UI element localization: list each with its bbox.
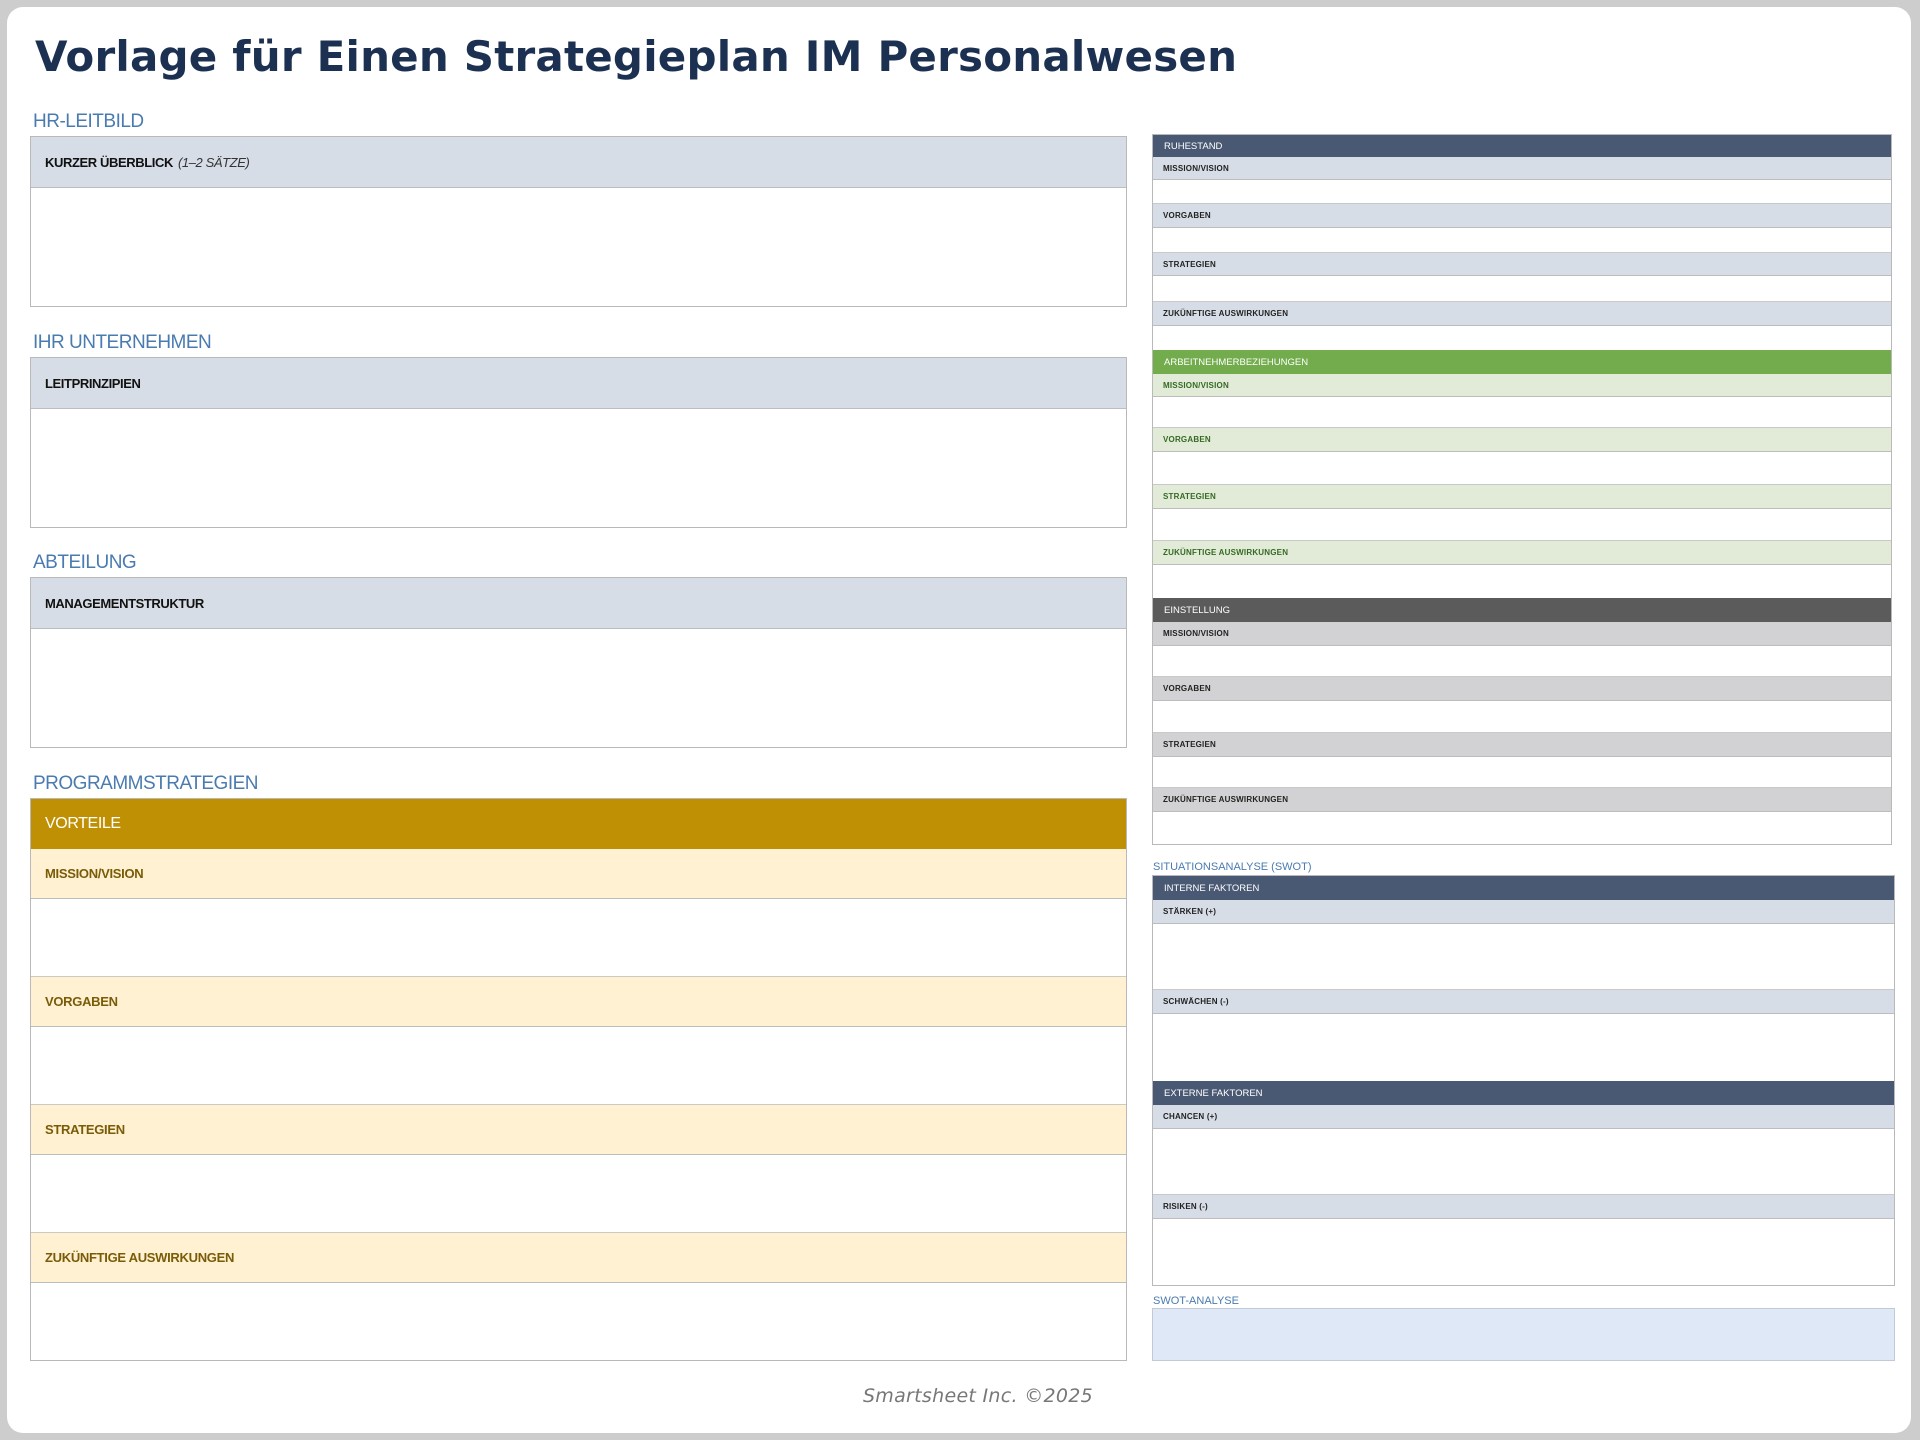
- prog-auswirkungen-label: ZUKÜNFTIGE AUSWIRKUNGEN: [31, 1233, 1126, 1283]
- arbeitnehmer-strategien-label: STRATEGIEN: [1153, 485, 1891, 509]
- einstellung-auswirkungen-label: ZUKÜNFTIGE AUSWIRKUNGEN: [1153, 788, 1891, 812]
- prog-strategien-input[interactable]: [31, 1155, 1126, 1233]
- section-label-hr-leitbild: HR-LEITBILD: [33, 111, 144, 132]
- ruhestand-vorgaben-label: VORGABEN: [1153, 204, 1891, 228]
- risiken-label: RISIKEN (-): [1153, 1195, 1894, 1219]
- section-label-ihr-unternehmen: IHR UNTERNEHMEN: [33, 332, 212, 353]
- programmstrategien-box: VORTEILE MISSION/VISION VORGABEN STRATEG…: [30, 798, 1127, 1361]
- schwaechen-input[interactable]: [1153, 1014, 1894, 1081]
- ruhestand-mission-label: MISSION/VISION: [1153, 157, 1891, 180]
- swot-box: INTERNE FAKTOREN STÄRKEN (+) SCHWÄCHEN (…: [1152, 875, 1895, 1286]
- prog-auswirkungen-input[interactable]: [31, 1283, 1126, 1360]
- chancen-label: CHANCEN (+): [1153, 1105, 1894, 1129]
- prog-strategien-label: STRATEGIEN: [31, 1105, 1126, 1155]
- managementstruktur-input[interactable]: [31, 629, 1126, 747]
- arbeitnehmer-auswirkungen-label: ZUKÜNFTIGE AUSWIRKUNGEN: [1153, 541, 1891, 565]
- chancen-input[interactable]: [1153, 1129, 1894, 1195]
- label-kurzer-ueberblick: KURZER ÜBERBLICK: [45, 154, 173, 170]
- leitprinzipien-label: LEITPRINZIPIEN: [31, 358, 1126, 409]
- hr-leitbild-input[interactable]: [31, 188, 1126, 306]
- externe-faktoren-header: EXTERNE FAKTOREN: [1153, 1081, 1894, 1105]
- abteilung-box: MANAGEMENTSTRUKTUR: [30, 577, 1127, 748]
- ruhestand-mission-input[interactable]: [1153, 180, 1891, 204]
- arbeitnehmer-header: ARBEITNEHMERBEZIEHUNGEN: [1153, 350, 1891, 374]
- footer-copyright: Smartsheet Inc. ©2025: [862, 1385, 1094, 1407]
- arbeitnehmer-box: ARBEITNEHMERBEZIEHUNGEN MISSION/VISION V…: [1152, 350, 1892, 598]
- leitprinzipien-input[interactable]: [31, 409, 1126, 527]
- risiken-input[interactable]: [1153, 1219, 1894, 1285]
- einstellung-vorgaben-label: VORGABEN: [1153, 677, 1891, 701]
- einstellung-vorgaben-input[interactable]: [1153, 701, 1891, 733]
- einstellung-mission-input[interactable]: [1153, 646, 1891, 677]
- hr-leitbild-box: KURZER ÜBERBLICK (1–2 SÄTZE): [30, 136, 1127, 307]
- section-label-abteilung: ABTEILUNG: [33, 552, 137, 573]
- einstellung-header: EINSTELLUNG: [1153, 598, 1891, 622]
- arbeitnehmer-mission-label: MISSION/VISION: [1153, 374, 1891, 397]
- vorteile-header: VORTEILE: [31, 799, 1126, 849]
- arbeitnehmer-vorgaben-label: VORGABEN: [1153, 428, 1891, 452]
- ruhestand-auswirkungen-input[interactable]: [1153, 326, 1891, 350]
- prog-mission-label: MISSION/VISION: [31, 849, 1126, 899]
- ruhestand-auswirkungen-label: ZUKÜNFTIGE AUSWIRKUNGEN: [1153, 302, 1891, 326]
- section-label-programmstrategien: PROGRAMMSTRATEGIEN: [33, 773, 259, 794]
- ruhestand-strategien-input[interactable]: [1153, 276, 1891, 302]
- ruhestand-header: RUHESTAND: [1153, 135, 1891, 157]
- einstellung-mission-label: MISSION/VISION: [1153, 622, 1891, 646]
- staerken-input[interactable]: [1153, 924, 1894, 990]
- staerken-label: STÄRKEN (+): [1153, 900, 1894, 924]
- ruhestand-vorgaben-input[interactable]: [1153, 228, 1891, 253]
- arbeitnehmer-vorgaben-input[interactable]: [1153, 452, 1891, 485]
- einstellung-auswirkungen-input[interactable]: [1153, 812, 1891, 844]
- schwaechen-label: SCHWÄCHEN (-): [1153, 990, 1894, 1014]
- ruhestand-box: RUHESTAND MISSION/VISION VORGABEN STRATE…: [1152, 134, 1892, 350]
- arbeitnehmer-mission-input[interactable]: [1153, 397, 1891, 428]
- section-label-swot-analyse: SWOT-ANALYSE: [1153, 1295, 1239, 1307]
- einstellung-strategien-label: STRATEGIEN: [1153, 733, 1891, 757]
- arbeitnehmer-auswirkungen-input[interactable]: [1153, 565, 1891, 598]
- ruhestand-strategien-label: STRATEGIEN: [1153, 253, 1891, 276]
- interne-faktoren-header: INTERNE FAKTOREN: [1153, 876, 1894, 900]
- unternehmen-box: LEITPRINZIPIEN: [30, 357, 1127, 528]
- einstellung-box: EINSTELLUNG MISSION/VISION VORGABEN STRA…: [1152, 598, 1892, 845]
- page-title: Vorlage für Einen Strategieplan IM Perso…: [35, 32, 1238, 81]
- managementstruktur-label: MANAGEMENTSTRUKTUR: [31, 578, 1126, 629]
- label-note: (1–2 SÄTZE): [177, 154, 250, 170]
- einstellung-strategien-input[interactable]: [1153, 757, 1891, 788]
- swot-analyse-input[interactable]: [1152, 1308, 1895, 1361]
- arbeitnehmer-strategien-input[interactable]: [1153, 509, 1891, 541]
- prog-vorgaben-label: VORGABEN: [31, 977, 1126, 1027]
- prog-mission-input[interactable]: [31, 899, 1126, 977]
- hr-leitbild-label: KURZER ÜBERBLICK (1–2 SÄTZE): [31, 137, 1126, 188]
- prog-vorgaben-input[interactable]: [31, 1027, 1126, 1105]
- section-label-situationsanalyse: SITUATIONSANALYSE (SWOT): [1153, 861, 1312, 873]
